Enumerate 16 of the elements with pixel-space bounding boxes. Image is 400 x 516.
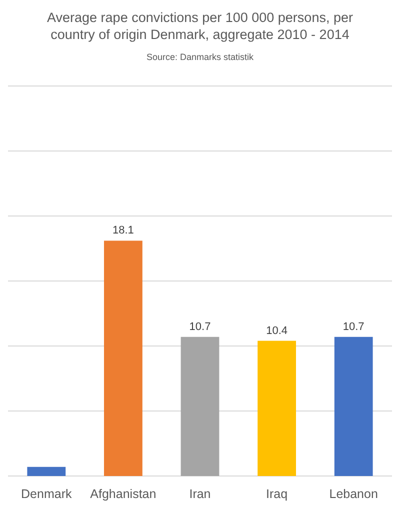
- bar: [104, 240, 142, 476]
- x-tick-label: Iran: [189, 487, 211, 501]
- bar: [334, 336, 373, 476]
- chart-subtitle: Source: Danmarks statistik: [146, 52, 254, 62]
- x-tick-label: Iraq: [266, 487, 288, 501]
- bar: [258, 340, 296, 476]
- x-tick-label: Lebanon: [329, 487, 378, 501]
- data-label: 10.7: [189, 320, 211, 333]
- bar: [27, 466, 66, 476]
- chart-title: Average rape convictions per 100 000 persons, per country of origin Denmark, aggregate 2010 - 2014: [47, 10, 354, 42]
- bar: [180, 336, 220, 476]
- data-label: 10.4: [266, 324, 288, 337]
- x-tick-label: Afghanistan: [90, 487, 156, 501]
- data-label: 18.1: [112, 224, 134, 237]
- x-tick-label: Denmark: [21, 487, 72, 501]
- data-label: 10.7: [342, 320, 364, 333]
